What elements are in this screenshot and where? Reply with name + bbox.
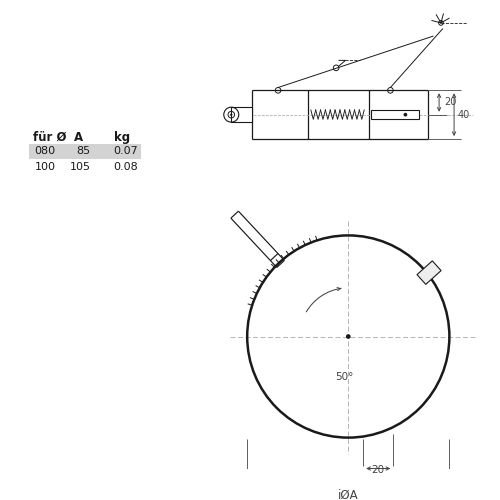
Bar xyxy=(232,107,252,122)
Text: kg: kg xyxy=(114,130,130,143)
Circle shape xyxy=(346,334,350,339)
Circle shape xyxy=(404,113,407,116)
Polygon shape xyxy=(417,261,441,284)
Text: 20: 20 xyxy=(372,465,385,475)
Text: 0.07: 0.07 xyxy=(113,146,138,156)
Bar xyxy=(371,110,420,120)
Text: 100: 100 xyxy=(34,162,56,172)
Text: für Ø: für Ø xyxy=(33,130,66,143)
Text: iØA: iØA xyxy=(338,489,358,500)
Text: 20: 20 xyxy=(444,98,456,108)
Bar xyxy=(29,144,142,158)
Text: 85: 85 xyxy=(76,146,91,156)
Text: 105: 105 xyxy=(70,162,91,172)
Text: 50°: 50° xyxy=(335,372,353,382)
Text: A: A xyxy=(74,130,83,143)
Text: 40: 40 xyxy=(458,110,470,120)
Circle shape xyxy=(230,114,232,116)
Text: 0.08: 0.08 xyxy=(113,162,138,172)
Text: 080: 080 xyxy=(34,146,56,156)
